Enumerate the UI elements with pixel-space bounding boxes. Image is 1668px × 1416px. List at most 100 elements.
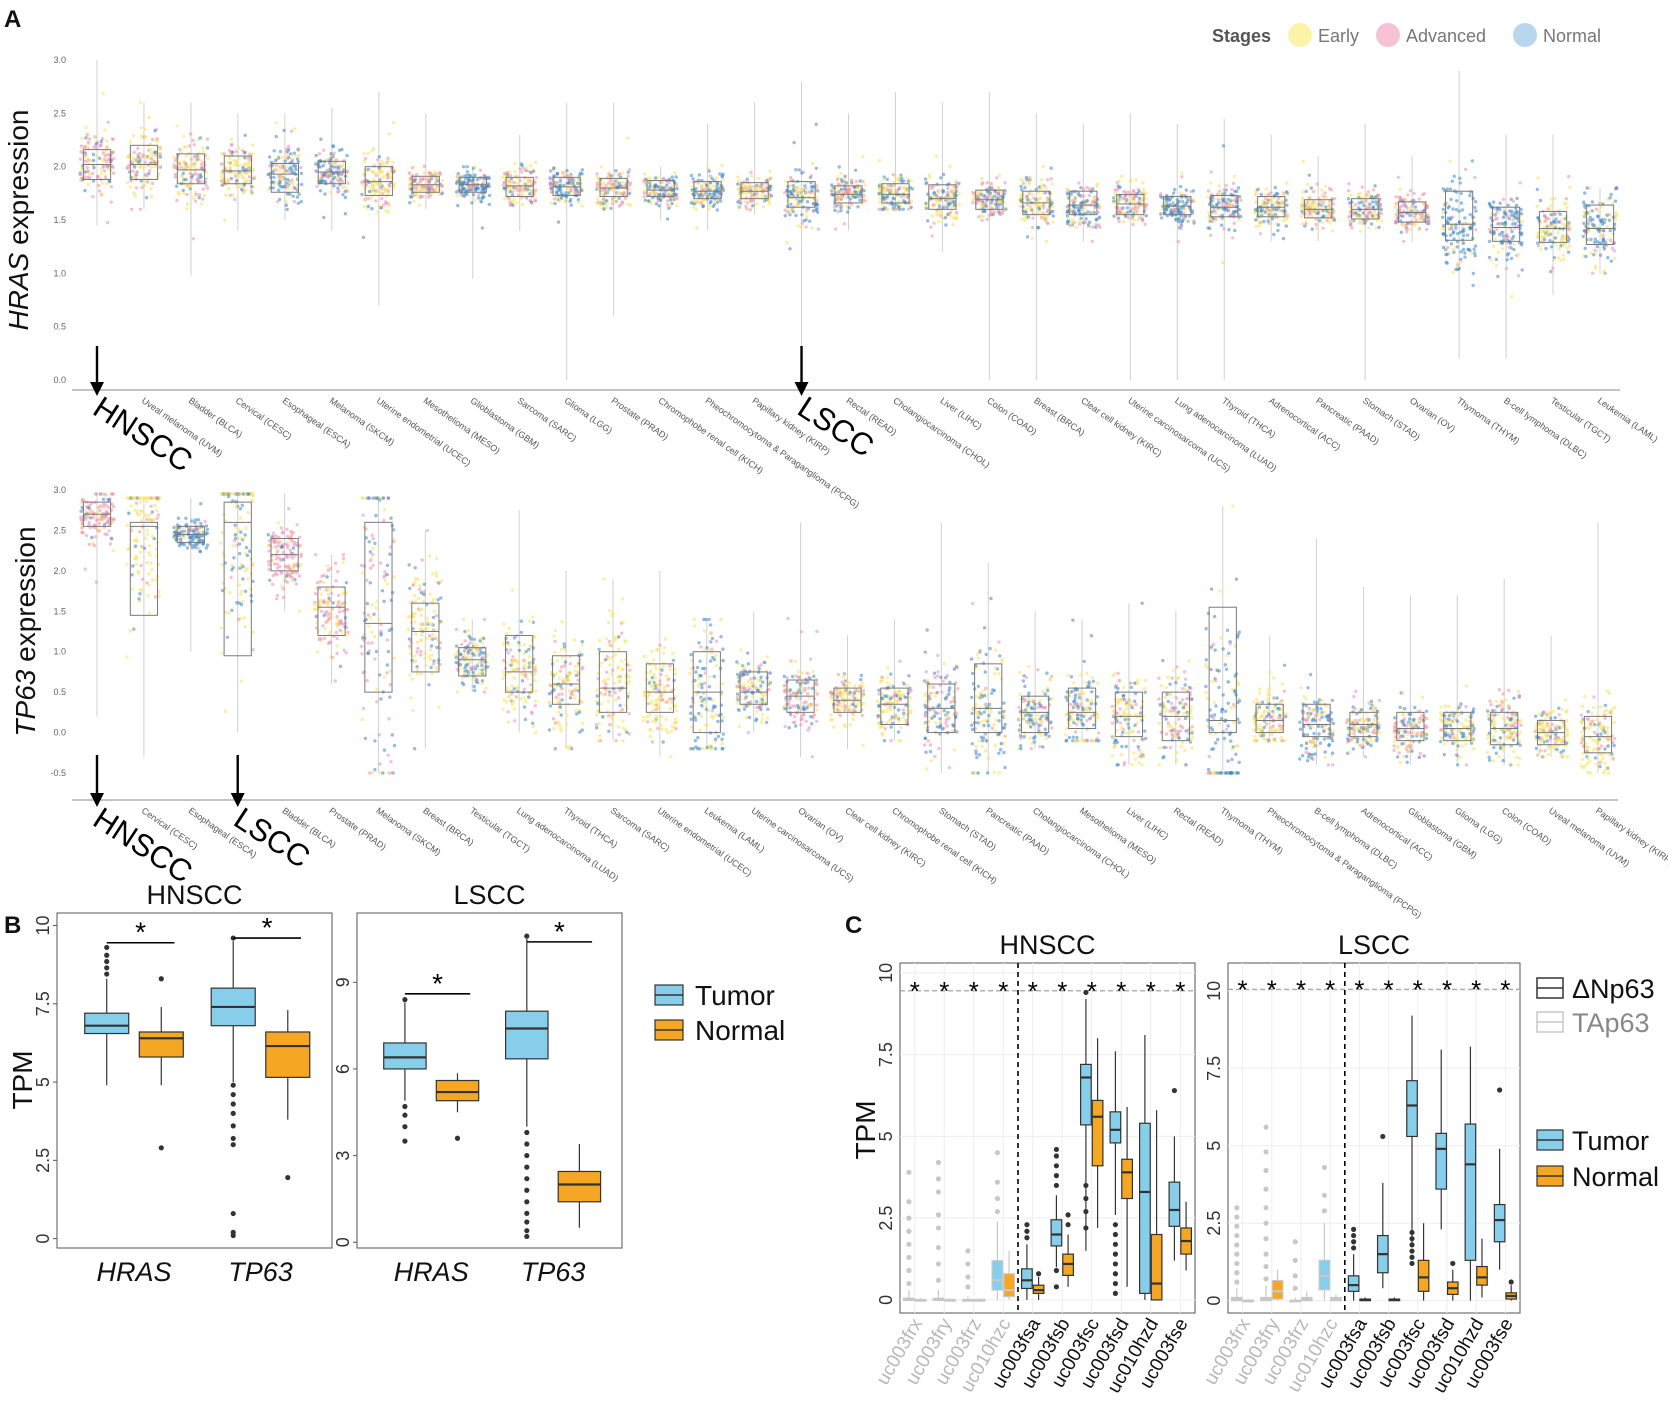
data-point bbox=[366, 151, 370, 156]
data-point bbox=[810, 188, 814, 193]
data-point bbox=[611, 182, 615, 187]
data-point bbox=[199, 166, 203, 170]
data-point bbox=[135, 512, 140, 516]
data-point bbox=[1116, 216, 1121, 220]
data-point bbox=[285, 157, 289, 161]
data-point bbox=[1548, 239, 1552, 243]
data-point bbox=[234, 505, 239, 509]
data-point bbox=[1347, 189, 1351, 193]
data-point bbox=[295, 157, 300, 161]
data-point bbox=[718, 199, 723, 203]
data-point bbox=[606, 181, 611, 185]
data-point bbox=[434, 176, 438, 180]
data-point bbox=[205, 146, 210, 150]
data-point bbox=[1491, 244, 1496, 249]
data-point bbox=[625, 202, 630, 206]
data-point bbox=[718, 172, 722, 176]
data-point bbox=[222, 492, 226, 496]
data-point bbox=[199, 502, 203, 506]
data-point bbox=[155, 509, 159, 513]
data-point bbox=[1547, 232, 1551, 236]
data-point bbox=[1472, 247, 1476, 251]
data-point bbox=[600, 184, 604, 188]
data-point bbox=[158, 155, 163, 159]
data-point bbox=[1454, 208, 1459, 212]
data-point bbox=[1549, 203, 1553, 208]
data-point bbox=[199, 159, 203, 163]
data-point bbox=[233, 533, 237, 537]
data-point bbox=[1371, 200, 1375, 204]
data-point bbox=[1536, 176, 1540, 180]
data-point bbox=[846, 195, 851, 199]
data-point bbox=[366, 204, 371, 208]
data-point bbox=[133, 544, 138, 548]
data-point bbox=[1320, 188, 1324, 192]
data-point bbox=[508, 173, 513, 177]
data-point bbox=[1549, 269, 1553, 274]
data-point bbox=[1333, 197, 1337, 201]
data-point bbox=[246, 577, 250, 581]
data-point bbox=[1603, 240, 1608, 244]
data-point bbox=[518, 167, 522, 171]
data-point bbox=[839, 209, 843, 213]
data-point bbox=[141, 153, 145, 157]
data-point bbox=[1538, 198, 1543, 203]
data-point bbox=[1514, 203, 1519, 207]
data-point bbox=[526, 188, 530, 192]
data-point bbox=[138, 530, 143, 534]
data-point bbox=[465, 165, 469, 169]
data-point bbox=[432, 170, 436, 174]
data-point bbox=[605, 202, 609, 206]
data-point bbox=[1446, 245, 1450, 250]
data-point bbox=[761, 205, 766, 209]
data-point bbox=[86, 182, 91, 187]
data-point bbox=[1427, 217, 1431, 222]
data-point bbox=[555, 172, 560, 176]
data-point bbox=[549, 186, 553, 191]
data-point bbox=[331, 144, 335, 148]
data-point bbox=[1536, 244, 1541, 248]
data-point bbox=[1457, 209, 1462, 213]
data-point bbox=[786, 210, 790, 214]
data-point bbox=[412, 179, 416, 183]
data-point bbox=[653, 176, 658, 180]
data-point bbox=[507, 177, 511, 182]
data-point bbox=[533, 199, 537, 203]
data-point bbox=[1565, 205, 1569, 210]
data-point bbox=[1299, 214, 1304, 219]
data-point bbox=[228, 591, 232, 595]
data-point bbox=[366, 196, 371, 201]
data-point bbox=[804, 210, 809, 214]
data-point bbox=[1018, 204, 1022, 208]
data-point bbox=[1065, 214, 1070, 218]
data-point bbox=[790, 207, 794, 211]
data-point bbox=[236, 185, 240, 189]
data-point bbox=[476, 196, 481, 200]
data-point bbox=[1141, 181, 1145, 185]
data-point bbox=[376, 158, 380, 162]
data-point bbox=[375, 181, 379, 186]
data-point bbox=[1097, 215, 1102, 219]
y-axis-gene: HRAS bbox=[3, 252, 34, 330]
data-point bbox=[180, 526, 184, 530]
data-point bbox=[1112, 214, 1116, 218]
data-point bbox=[1315, 182, 1319, 186]
data-point bbox=[1253, 193, 1258, 197]
data-point bbox=[234, 525, 238, 530]
data-point bbox=[418, 194, 422, 198]
y-tick-label: 1.0 bbox=[53, 268, 66, 278]
data-point bbox=[1051, 220, 1055, 224]
data-point bbox=[1347, 215, 1351, 219]
data-point bbox=[1468, 227, 1473, 231]
data-point bbox=[239, 602, 244, 607]
data-point bbox=[1169, 210, 1174, 214]
data-point bbox=[376, 210, 380, 214]
data-point bbox=[1254, 225, 1258, 229]
data-point bbox=[149, 187, 153, 191]
data-point bbox=[247, 159, 251, 163]
data-point bbox=[288, 161, 292, 165]
data-point bbox=[1311, 189, 1316, 194]
data-point bbox=[91, 152, 96, 157]
data-point bbox=[1489, 258, 1493, 262]
data-point bbox=[807, 190, 811, 194]
